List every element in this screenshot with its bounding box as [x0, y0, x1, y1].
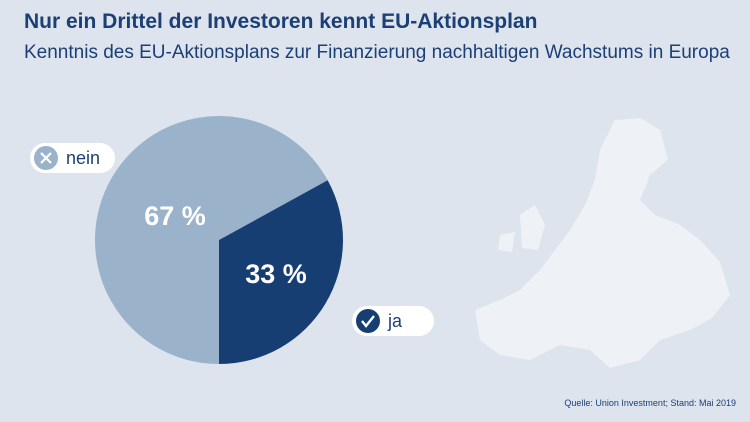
map-shape: [520, 205, 545, 250]
legend-item: ja: [352, 306, 434, 336]
value-label: 67 %: [144, 201, 206, 231]
legend-icon-check: [361, 315, 375, 328]
pie: 67 % nein 33 % ja: [30, 115, 434, 364]
legend-icon: [356, 309, 380, 333]
map-shape: [475, 118, 730, 368]
legend-item: nein: [30, 143, 115, 173]
source: Quelle: Union Investment; Stand: Mai 201…: [564, 398, 736, 408]
legend-label: nein: [66, 148, 100, 168]
pie-slice: [94, 115, 328, 364]
legend-label: ja: [387, 311, 403, 331]
chart-title: Nur ein Drittel der Investoren kennt EU-…: [24, 10, 537, 33]
value-label: 33 %: [245, 259, 307, 289]
map-shape: [498, 232, 515, 252]
europe-map: [475, 118, 730, 368]
legend-icon-cross: [40, 152, 52, 164]
chart-subtitle: Kenntnis des EU-Aktionsplans zur Finanzi…: [24, 42, 730, 63]
pie-slice: [219, 180, 343, 364]
